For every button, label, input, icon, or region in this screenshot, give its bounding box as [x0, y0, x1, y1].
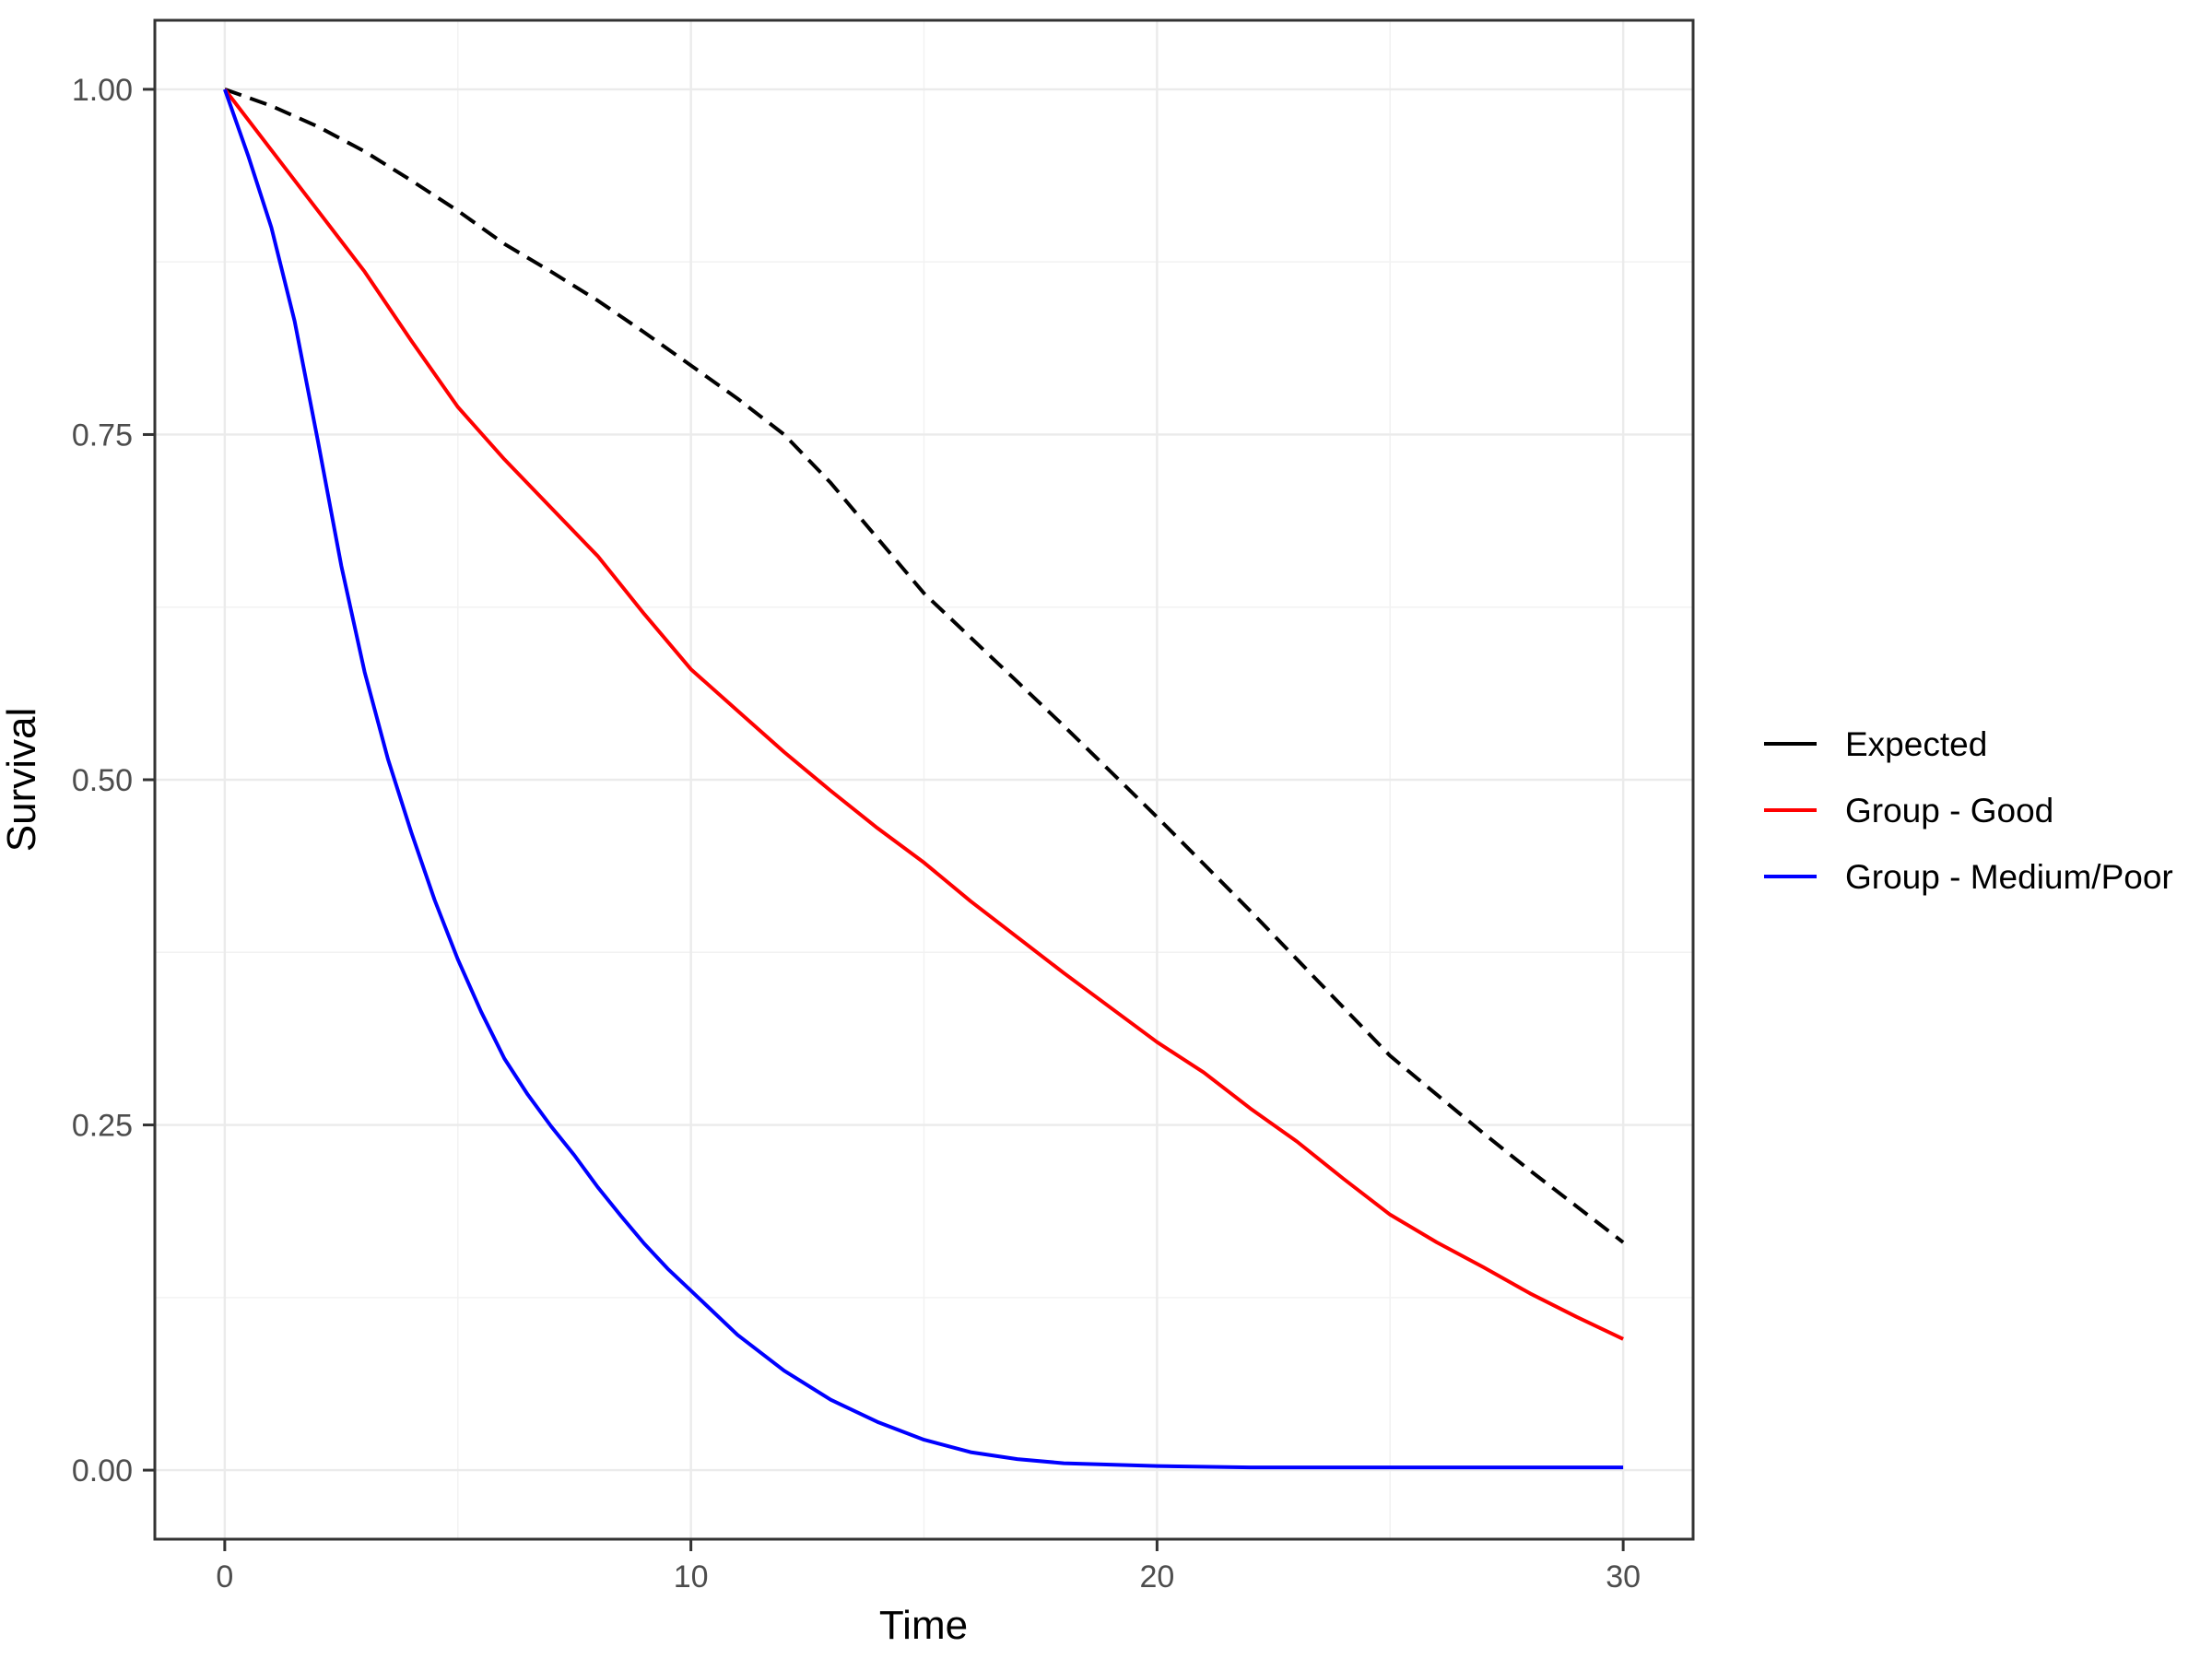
curves — [223, 88, 1625, 1470]
y-tick-label: 0.25 — [72, 1109, 133, 1144]
gridlines — [155, 20, 1693, 1539]
y-tick-label: 0.00 — [72, 1453, 133, 1488]
x-tick-label: 20 — [1139, 1559, 1174, 1594]
x-axis-title: Time — [879, 1603, 968, 1648]
legend: Expected Group - Good Group - Medium/Poo… — [1764, 725, 2173, 896]
legend-label-medium-poor: Group - Medium/Poor — [1845, 858, 2173, 896]
legend-label-good: Group - Good — [1845, 792, 2053, 830]
curve-expected — [224, 88, 1625, 1244]
x-tick-label: 10 — [674, 1559, 709, 1594]
y-axis: 0.00 0.25 0.50 0.75 1.00 — [72, 73, 155, 1488]
x-axis: 0 10 20 30 — [216, 1539, 1641, 1594]
y-tick-label: 0.50 — [72, 763, 133, 798]
x-tick-label: 30 — [1606, 1559, 1641, 1594]
x-tick-label: 0 — [216, 1559, 233, 1594]
curve-group-medium-poor — [223, 88, 1624, 1470]
legend-label-expected: Expected — [1845, 725, 1987, 763]
y-axis-title: Survival — [0, 708, 44, 853]
curve-group-good — [223, 88, 1624, 1341]
y-tick-label: 0.75 — [72, 418, 133, 453]
y-tick-label: 1.00 — [72, 73, 133, 108]
